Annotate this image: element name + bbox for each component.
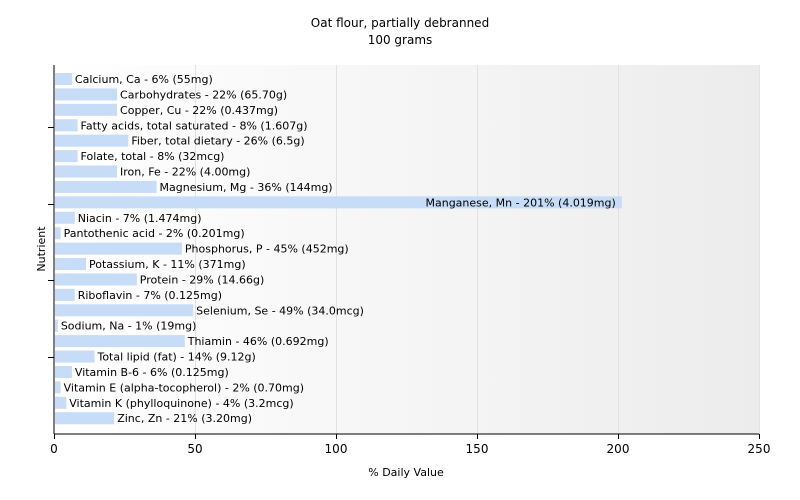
bar-label: Vitamin B-6 - 6% (0.125mg) xyxy=(75,366,229,379)
bar xyxy=(55,180,157,193)
bar xyxy=(55,335,185,348)
x-tick-label: 200 xyxy=(607,442,630,456)
axes xyxy=(53,65,759,435)
bar xyxy=(55,350,95,363)
x-ticks: 0 50 100 150 200 250 xyxy=(50,434,770,456)
bar xyxy=(55,227,61,240)
bar-label: Phosphorus, P - 45% (452mg) xyxy=(185,243,349,256)
bar-label: Pantothenic acid - 2% (0.201mg) xyxy=(64,227,245,240)
x-tick-label: 250 xyxy=(748,442,771,456)
x-tick-label: 150 xyxy=(466,442,489,456)
bar xyxy=(55,242,182,255)
bar-label: Fatty acids, total saturated - 8% (1.607… xyxy=(81,119,308,132)
bar xyxy=(55,412,115,425)
bar xyxy=(55,258,87,271)
bar xyxy=(55,365,72,378)
x-axis-title: % Daily Value xyxy=(368,466,444,479)
x-tick-label: 50 xyxy=(187,442,202,456)
bar-label: Folate, total - 8% (32mcg) xyxy=(81,150,225,163)
x-tick-label: 100 xyxy=(325,442,348,456)
x-tick-label: 0 xyxy=(50,442,58,456)
bars: Calcium, Ca - 6% (55mg) Carbohydrates - 2… xyxy=(55,73,622,425)
bar xyxy=(55,165,118,178)
bar xyxy=(55,134,129,147)
bar xyxy=(55,381,61,394)
bar-label: Protein - 29% (14.66g) xyxy=(140,273,265,286)
chart-subtitle: 100 grams xyxy=(367,33,433,47)
bar-label: Copper, Cu - 22% (0.437mg) xyxy=(120,104,278,117)
y-ticks xyxy=(48,127,54,358)
bar-label: Potassium, K - 11% (371mg) xyxy=(89,258,246,271)
bar-label: Zinc, Zn - 21% (3.20mg) xyxy=(117,412,252,425)
bar xyxy=(55,304,194,317)
bar-label: Magnesium, Mg - 36% (144mg) xyxy=(160,181,333,194)
bar xyxy=(55,196,622,209)
bar xyxy=(55,396,67,409)
bar-label: Total lipid (fat) - 14% (9.12g) xyxy=(96,351,255,364)
bar-label: Fiber, total dietary - 26% (6.5g) xyxy=(131,135,304,148)
bar-label: Carbohydrates - 22% (65.70g) xyxy=(120,88,287,101)
grid-lines xyxy=(195,65,760,434)
bar-label: Vitamin E (alpha-tocopherol) - 2% (0.70m… xyxy=(64,381,304,394)
bar-label: Selenium, Se - 49% (34.0mcg) xyxy=(196,304,364,317)
bar xyxy=(55,319,58,332)
bar xyxy=(55,73,72,85)
bar xyxy=(55,119,78,132)
bar xyxy=(55,88,118,101)
y-axis-title: Nutrient xyxy=(35,226,48,272)
chart-title: Oat flour, partially debranned xyxy=(310,16,490,30)
bar-label: Manganese, Mn - 201% (4.019mg) xyxy=(426,196,616,209)
bar-label: Iron, Fe - 22% (4.00mg) xyxy=(120,166,250,179)
bar-label: Calcium, Ca - 6% (55mg) xyxy=(75,73,213,86)
bar-label: Thiamin - 46% (0.692mg) xyxy=(187,335,329,348)
bar-label: Riboflavin - 7% (0.125mg) xyxy=(78,289,222,302)
bar-label: Vitamin K (phylloquinone) - 4% (3.2mcg) xyxy=(69,397,293,410)
bar-label: Sodium, Na - 1% (19mg) xyxy=(61,320,197,333)
bar xyxy=(55,211,75,224)
bar xyxy=(55,288,75,301)
bar-label: Niacin - 7% (1.474mg) xyxy=(78,212,202,225)
bar xyxy=(55,273,137,286)
bar xyxy=(55,150,78,163)
bar xyxy=(55,103,118,116)
